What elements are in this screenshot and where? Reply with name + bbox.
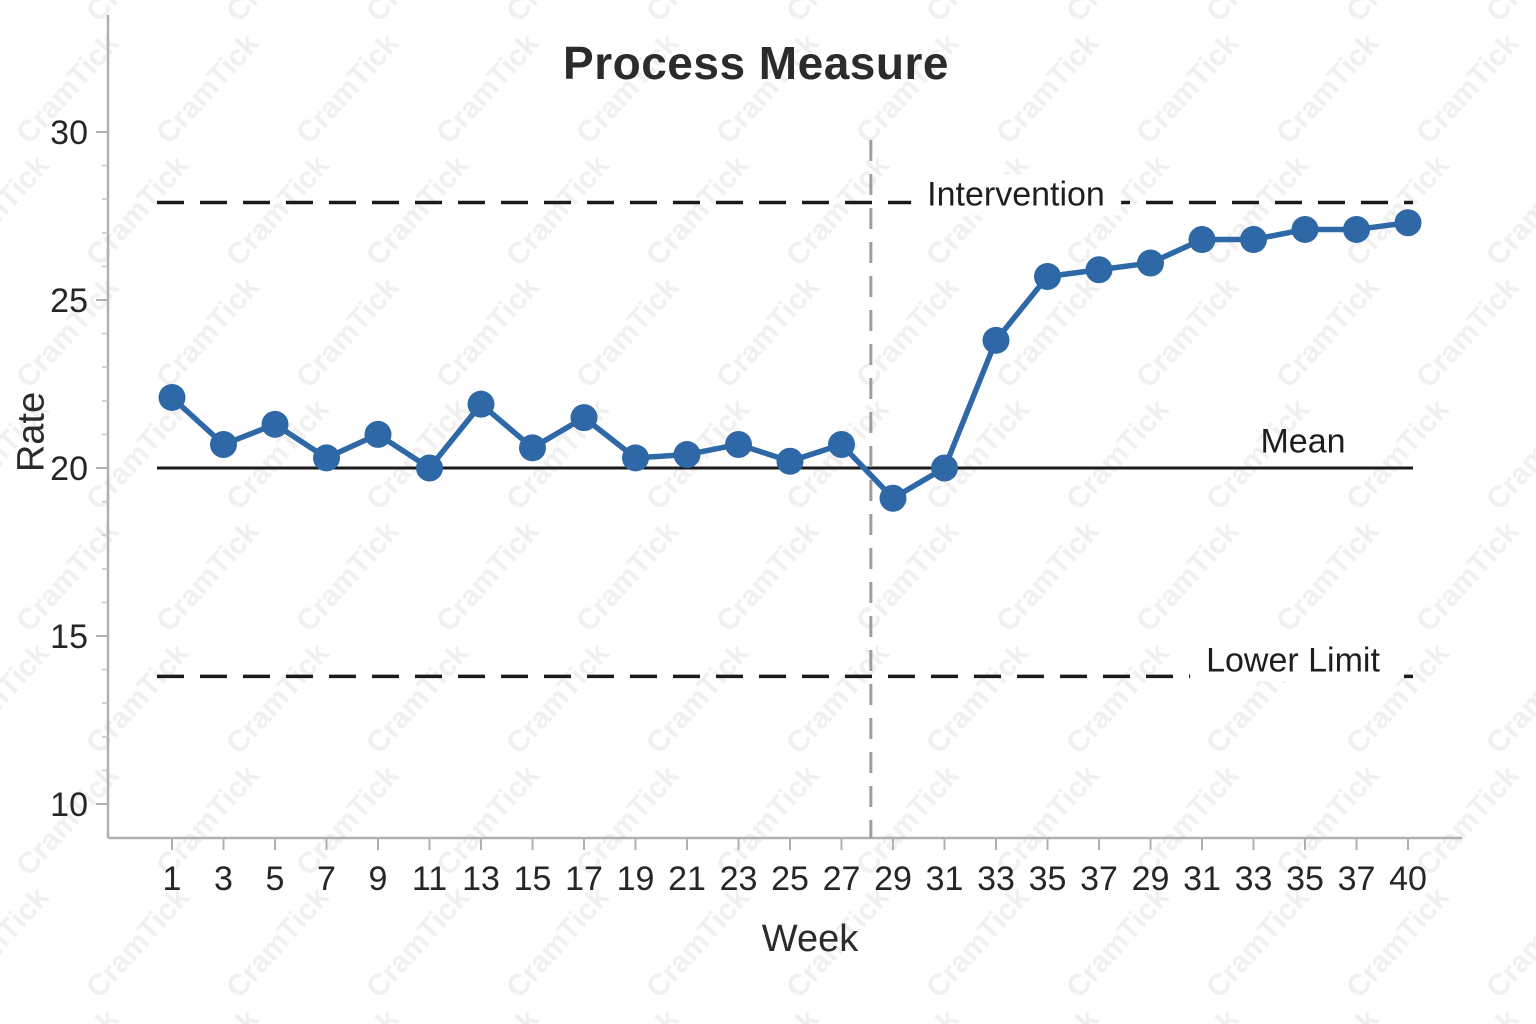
data-point-marker (1240, 226, 1267, 254)
data-point-marker (1085, 256, 1113, 284)
x-tick-label: 15 (514, 860, 552, 898)
data-point-marker (673, 441, 701, 469)
data-point-marker (828, 430, 855, 458)
data-point-marker (1343, 215, 1370, 243)
y-axis-label: Rate (10, 391, 53, 473)
data-point-marker (364, 420, 392, 448)
x-tick-label: 31 (1183, 860, 1221, 898)
data-point-marker (1291, 215, 1319, 243)
x-tick-label: 40 (1389, 860, 1427, 898)
x-tick-label: 37 (1080, 860, 1118, 898)
x-tick-label: 29 (1132, 860, 1170, 898)
y-tick-label: 25 (50, 282, 88, 320)
x-tick-label: 33 (977, 860, 1015, 898)
data-point-marker (261, 410, 289, 438)
y-tick-label: 20 (50, 450, 88, 488)
x-tick-label: 5 (266, 860, 285, 898)
x-tick-label: 35 (1286, 860, 1324, 898)
intervention-line-label: Intervention (911, 174, 1121, 216)
data-point-marker (982, 326, 1010, 354)
x-tick-label: 27 (823, 860, 861, 898)
data-point-marker (467, 390, 495, 418)
x-tick-label: 17 (565, 860, 603, 898)
data-point-marker (776, 447, 804, 475)
chart-title: Process Measure (563, 37, 949, 89)
x-tick-label: 35 (1029, 860, 1067, 898)
data-point-marker (158, 383, 186, 411)
x-tick-label: 33 (1235, 860, 1273, 898)
data-point-marker (1034, 262, 1061, 290)
lower-limit-line-label: Lower Limit (1190, 640, 1396, 682)
y-tick-label: 15 (50, 618, 88, 656)
x-axis-label: Week (761, 918, 859, 960)
data-point-marker (622, 444, 649, 472)
x-tick-label: 9 (369, 860, 388, 898)
x-tick-label: 11 (412, 860, 447, 898)
x-tick-label: 19 (617, 860, 655, 898)
x-tick-label: 25 (771, 860, 809, 898)
data-point-marker (1394, 209, 1422, 237)
data-point-marker (210, 430, 237, 458)
data-point-marker (931, 454, 958, 482)
x-tick-label: 23 (720, 860, 758, 898)
data-point-marker (519, 434, 546, 462)
x-tick-label: 21 (668, 860, 706, 898)
data-point-marker (879, 484, 907, 512)
y-tick-label: 30 (50, 114, 88, 152)
data-point-marker (416, 454, 443, 482)
data-point-marker (725, 430, 752, 458)
y-tick-label: 10 (50, 786, 88, 824)
data-point-marker (1188, 226, 1216, 254)
data-point-marker (313, 444, 340, 472)
x-tick-label: 37 (1338, 860, 1376, 898)
x-tick-label: 7 (317, 860, 336, 898)
x-tick-label: 3 (214, 860, 233, 898)
mean-line-label: Mean (1260, 422, 1346, 461)
x-tick-label: 13 (462, 860, 500, 898)
x-tick-label: 1 (163, 860, 182, 898)
x-tick-label: 31 (926, 860, 964, 898)
data-point-marker (1137, 249, 1164, 277)
x-tick-label: 29 (874, 860, 912, 898)
data-point-marker (570, 404, 598, 432)
